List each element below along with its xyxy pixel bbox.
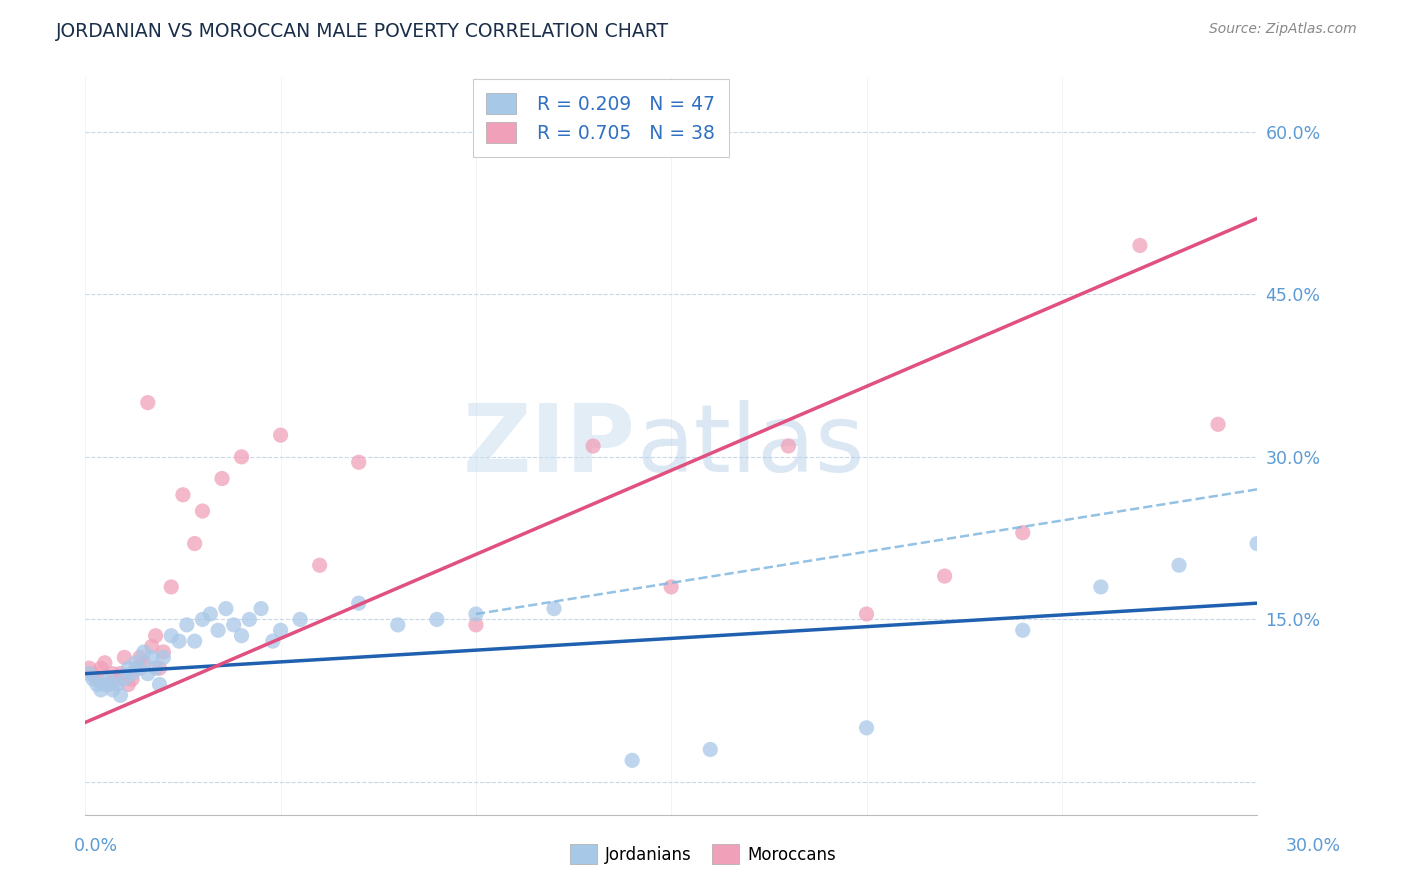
Point <box>136 395 159 409</box>
Point <box>152 650 174 665</box>
Point <box>1129 238 1152 252</box>
Point <box>132 645 155 659</box>
Text: 30.0%: 30.0% <box>1285 837 1341 855</box>
Point <box>1206 417 1229 432</box>
Point <box>136 666 159 681</box>
Point <box>1011 525 1033 540</box>
Point <box>160 629 183 643</box>
Point <box>117 677 139 691</box>
Point <box>148 661 170 675</box>
Point <box>426 612 449 626</box>
Point <box>132 656 155 670</box>
Point <box>141 650 163 665</box>
Point <box>167 634 190 648</box>
Point <box>77 666 100 681</box>
Point <box>207 624 229 638</box>
Legend: Jordanians, Moroccans: Jordanians, Moroccans <box>564 838 842 871</box>
Point <box>1011 624 1033 638</box>
Point <box>141 640 163 654</box>
Point <box>778 439 800 453</box>
Point <box>387 618 409 632</box>
Point <box>86 677 108 691</box>
Point <box>110 689 132 703</box>
Point <box>855 721 877 735</box>
Text: ZIP: ZIP <box>463 400 636 492</box>
Point <box>231 629 253 643</box>
Point <box>145 661 167 675</box>
Point <box>125 656 148 670</box>
Point <box>129 661 152 675</box>
Point <box>160 580 183 594</box>
Point <box>215 601 238 615</box>
Point <box>288 612 311 626</box>
Point <box>152 645 174 659</box>
Point <box>97 672 120 686</box>
Point <box>582 439 605 453</box>
Point <box>464 607 486 621</box>
Point <box>112 650 135 665</box>
Point <box>110 666 132 681</box>
Point <box>855 607 877 621</box>
Point <box>176 618 198 632</box>
Text: JORDANIAN VS MOROCCAN MALE POVERTY CORRELATION CHART: JORDANIAN VS MOROCCAN MALE POVERTY CORRE… <box>56 22 669 41</box>
Point <box>101 682 124 697</box>
Legend:  R = 0.209   N = 47,  R = 0.705   N = 38: R = 0.209 N = 47, R = 0.705 N = 38 <box>474 79 728 156</box>
Point <box>82 666 104 681</box>
Point <box>183 536 205 550</box>
Point <box>90 682 112 697</box>
Point <box>1246 536 1268 550</box>
Text: Source: ZipAtlas.com: Source: ZipAtlas.com <box>1209 22 1357 37</box>
Point <box>101 666 124 681</box>
Point <box>105 677 128 691</box>
Point <box>347 455 370 469</box>
Point <box>191 504 214 518</box>
Point <box>77 661 100 675</box>
Point <box>82 672 104 686</box>
Point <box>231 450 253 464</box>
Point <box>129 650 152 665</box>
Point <box>262 634 284 648</box>
Point <box>308 558 330 573</box>
Point <box>94 677 117 691</box>
Point <box>1168 558 1191 573</box>
Point <box>270 428 292 442</box>
Point <box>464 618 486 632</box>
Point <box>211 471 233 485</box>
Text: atlas: atlas <box>636 400 865 492</box>
Point <box>117 661 139 675</box>
Point <box>200 607 222 621</box>
Point <box>145 629 167 643</box>
Point <box>543 601 565 615</box>
Point <box>621 753 644 767</box>
Point <box>183 634 205 648</box>
Point <box>148 677 170 691</box>
Point <box>112 672 135 686</box>
Point <box>699 742 721 756</box>
Point <box>270 624 292 638</box>
Point <box>121 672 143 686</box>
Text: 0.0%: 0.0% <box>73 837 118 855</box>
Point <box>97 677 120 691</box>
Point <box>1090 580 1112 594</box>
Point <box>172 488 194 502</box>
Point <box>94 656 117 670</box>
Point <box>222 618 245 632</box>
Point <box>934 569 956 583</box>
Point <box>86 672 108 686</box>
Point <box>238 612 260 626</box>
Point <box>250 601 273 615</box>
Point <box>191 612 214 626</box>
Point <box>90 661 112 675</box>
Point <box>659 580 682 594</box>
Point <box>121 666 143 681</box>
Point <box>125 661 148 675</box>
Point <box>105 672 128 686</box>
Point <box>347 596 370 610</box>
